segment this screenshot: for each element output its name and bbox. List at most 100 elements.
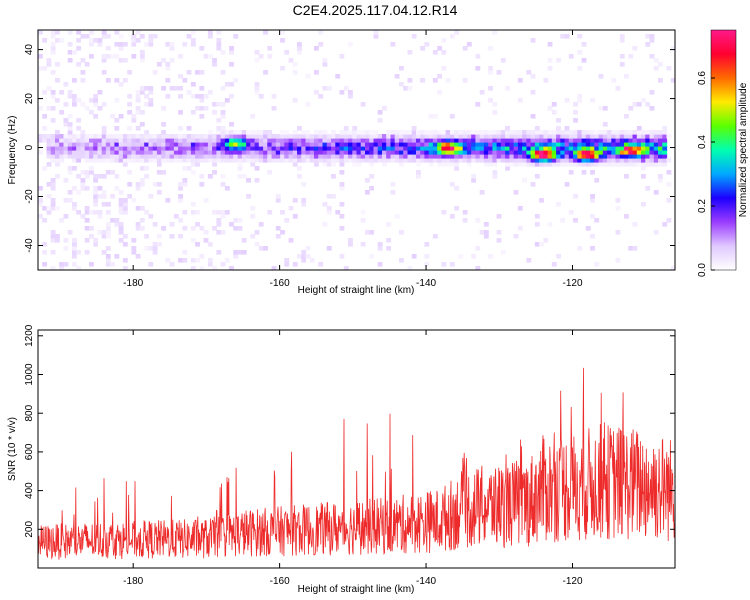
spectrogram-cell: [63, 198, 69, 203]
spectrogram-cell: [424, 154, 430, 159]
spectrogram-cell: [594, 146, 600, 151]
spectrogram-cell: [93, 194, 99, 199]
spectrogram-cell: [139, 178, 145, 183]
spectrogram-cell: [386, 222, 392, 227]
spectrogram-cell: [110, 154, 116, 159]
spectrogram-cell: [534, 242, 540, 247]
spectrogram-cell: [50, 186, 56, 191]
spectrogram-cell: [505, 134, 510, 139]
spectrogram-cell: [598, 74, 604, 79]
spectrogram-cell: [615, 150, 621, 155]
spectrogram-cell: [407, 266, 413, 270]
spectrogram-cell: [297, 146, 302, 151]
spectrogram-cell: [373, 30, 379, 35]
spectrogram-cell: [471, 158, 477, 163]
spectrogram-cell: [513, 158, 519, 163]
spectrogram-cell: [199, 226, 205, 231]
spectrogram-cell: [297, 166, 302, 171]
spectrogram-cell: [280, 154, 285, 159]
spectrogram-cell: [165, 62, 171, 67]
spectrogram-cell: [101, 202, 107, 207]
spectrogram-cell: [263, 150, 268, 155]
spectrogram-cell: [122, 58, 128, 63]
spectrogram-cell: [619, 62, 625, 67]
spectrogram-cell: [178, 158, 183, 163]
spectrogram-cell: [666, 218, 672, 223]
spectrogram-cell: [441, 38, 447, 43]
spectrogram-cell: [220, 50, 226, 55]
spectrogram-cell: [80, 186, 86, 191]
spectrogram-cell: [619, 150, 625, 155]
snr-frame: [37, 329, 676, 569]
spectrogram-cell: [556, 142, 561, 147]
spectrogram-cell: [403, 142, 409, 147]
spectrogram-cell: [280, 66, 285, 71]
spectrogram-cell: [110, 170, 116, 175]
spectrogram-cell: [318, 158, 324, 163]
spectrogram-cell: [522, 162, 527, 167]
spectrogram-cell: [42, 66, 48, 71]
spectrogram-cell: [356, 150, 362, 155]
spectrogram-cell: [416, 170, 421, 175]
spectrogram-cell: [551, 158, 557, 163]
spectrogram-cell: [488, 162, 493, 167]
spectrogram-cell: [666, 66, 672, 71]
spectrogram-cell: [547, 154, 553, 159]
spectrogram-cell: [449, 262, 455, 267]
spectrogram-cell: [212, 158, 217, 163]
spectrogram-cell: [216, 150, 222, 155]
spectrogram-cell: [46, 162, 52, 167]
spectrogram-cell: [178, 74, 183, 79]
spectrogram-cell: [577, 130, 583, 135]
spectrogram-cell: [50, 142, 56, 147]
spectrogram-cell: [84, 170, 90, 175]
spectrogram-cell: [590, 154, 595, 159]
spectrogram-cell: [526, 150, 532, 155]
spectrogram-cell: [76, 210, 82, 215]
spectrogram-cell: [517, 158, 523, 163]
spectrogram-cell: [636, 150, 642, 155]
spectrogram-cell: [488, 98, 493, 103]
spectrogram-cell: [326, 246, 332, 251]
spectrogram-cell: [80, 78, 86, 83]
spectrogram-cell: [246, 138, 251, 143]
spectrogram-cell: [84, 238, 90, 243]
spectrogram-cell: [114, 78, 120, 83]
spectrogram-cell: [263, 134, 268, 139]
spectrogram-cell: [84, 158, 90, 163]
spectrogram-cell: [89, 158, 94, 163]
spectrogram-cell: [399, 162, 404, 167]
spectrogram-cell: [471, 146, 477, 151]
spectrogram-cell: [365, 178, 370, 183]
spectrogram-cell: [534, 126, 540, 131]
spectrogram-cell: [526, 138, 532, 143]
spectrogram-cell: [458, 254, 464, 259]
spectrogram-cell: [80, 102, 86, 107]
spectrogram-cell: [190, 38, 196, 43]
spectrogram-cell: [84, 150, 90, 155]
spectrogram-cell: [203, 154, 209, 159]
spectrogram-cell: [424, 138, 430, 143]
spectrogram-cell: [496, 146, 502, 151]
spectrogram-cell: [305, 134, 311, 139]
spectrogram-cell: [458, 158, 464, 163]
spectrogram-cell: [590, 162, 595, 167]
spectrogram-cell: [534, 150, 540, 155]
spectrogram-cell: [411, 138, 417, 143]
spectrogram-cell: [428, 130, 434, 135]
spectrogram-cell: [50, 30, 56, 35]
spectrogram-cell: [152, 142, 158, 147]
spectrogram-cell: [585, 158, 591, 163]
spectrogram-cell: [288, 138, 294, 143]
spectrogram-cell: [89, 210, 94, 215]
spectrogram-cell: [50, 150, 56, 155]
spectrogram-cell: [203, 198, 209, 203]
x-tick-label: -140: [416, 278, 436, 289]
spectrogram-cell: [190, 146, 196, 151]
spectrogram-cell: [89, 226, 94, 231]
spectrogram-cell: [131, 250, 137, 255]
spectrogram-cell: [534, 134, 540, 139]
spectrogram-cell: [343, 266, 349, 270]
spectrogram-cell: [246, 194, 251, 199]
spectrogram-cell: [93, 242, 99, 247]
